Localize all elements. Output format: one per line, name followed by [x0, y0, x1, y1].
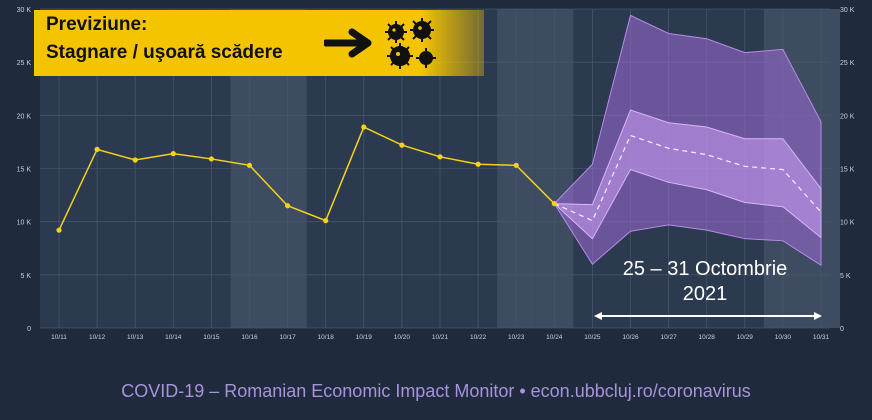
x-tick-label: 10/14	[165, 334, 182, 341]
y-tick-label-right: 30 K	[840, 7, 855, 14]
x-tick-label: 10/31	[813, 334, 830, 341]
forecast-inner-band	[552, 109, 822, 240]
actual-point-10-20	[399, 142, 405, 148]
x-tick-label: 10/17	[279, 334, 296, 341]
x-tick-label: 10/26	[622, 334, 639, 341]
period-label-line1: 25 – 31 Octombrie	[622, 258, 788, 280]
y-tick-label-right: 10 K	[840, 220, 855, 227]
y-tick-label-right: 15 K	[840, 167, 855, 174]
x-tick-label: 10/27	[660, 334, 677, 341]
y-tick-label-left: 10 K	[17, 220, 32, 227]
actual-point-10-16	[246, 162, 253, 168]
y-tick-label-left: 30 K	[17, 7, 32, 14]
y-tick-label-left: 5 K	[20, 273, 31, 280]
actual-point-10-12	[94, 146, 100, 152]
right-arrow-icon	[324, 28, 372, 58]
x-tick-label: 10/22	[470, 334, 487, 341]
x-tick-label: 10/23	[508, 334, 525, 341]
x-tick-label: 10/24	[546, 334, 563, 341]
footer-credit: COVID-19 – Romanian Economic Impact Moni…	[121, 381, 751, 401]
actual-point-10-17	[285, 203, 291, 209]
x-tick-label: 10/20	[394, 334, 411, 341]
y-tick-label-right: 25 K	[840, 60, 855, 67]
x-tick-label: 10/16	[241, 334, 258, 341]
x-tick-label: 10/28	[699, 334, 716, 341]
forecast-banner: Previziune: Stagnare / uşoară scădere	[34, 10, 484, 76]
period-label-line2: 2021	[682, 283, 728, 305]
y-tick-label-right: 0	[840, 326, 844, 333]
forecast-period-label: 25 – 31 Octombrie 2021	[600, 257, 810, 307]
banner-title: Previziune:	[46, 14, 148, 35]
y-tick-label-left: 0	[27, 326, 31, 333]
actual-cases-line	[58, 126, 555, 231]
x-tick-label: 10/12	[89, 334, 106, 341]
actual-point-10-23	[513, 162, 519, 168]
y-tick-label-left: 20 K	[17, 113, 32, 120]
actual-point-10-11	[56, 227, 62, 233]
actual-point-10-19	[361, 124, 367, 130]
y-tick-label-right: 5 K	[840, 273, 851, 280]
actual-point-10-22	[475, 161, 481, 167]
actual-point-10-18	[323, 218, 329, 224]
x-tick-label: 10/18	[318, 334, 335, 341]
y-tick-label-left: 25 K	[17, 60, 32, 67]
actual-point-10-15	[208, 156, 214, 162]
x-tick-label: 10/25	[584, 334, 601, 341]
x-tick-label: 10/29	[737, 334, 754, 341]
period-range-arrow	[594, 312, 822, 320]
y-tick-label-right: 20 K	[840, 113, 855, 120]
x-tick-label: 10/19	[356, 334, 373, 341]
y-tick-label-left: 15 K	[17, 167, 32, 174]
virus-icon	[385, 18, 436, 69]
x-tick-label: 10/13	[127, 334, 144, 341]
forecast-median-line	[554, 134, 822, 222]
x-tick-label: 10/11	[51, 334, 67, 341]
actual-point-10-21	[437, 154, 443, 160]
actual-point-10-24	[551, 200, 557, 207]
x-tick-label: 10/30	[775, 334, 792, 341]
actual-point-10-13	[132, 157, 138, 163]
x-tick-label: 10/21	[432, 334, 449, 341]
banner-subtitle: Stagnare / uşoară scădere	[46, 42, 283, 63]
actual-point-10-14	[170, 151, 176, 157]
x-tick-label: 10/15	[203, 334, 220, 341]
